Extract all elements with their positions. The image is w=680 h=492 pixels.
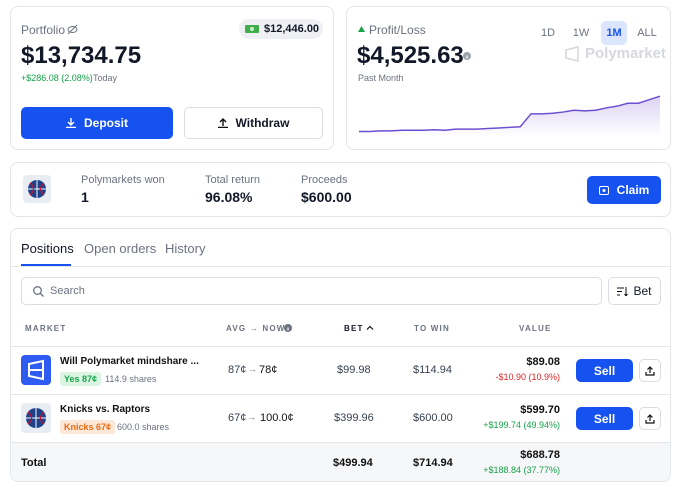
portfolio-change: +$286.08 (2.08%) xyxy=(21,73,93,83)
deposit-icon xyxy=(65,118,76,128)
cash-icon xyxy=(245,25,259,33)
profit-loss-card: Profit/Loss 1D 1W 1M ALL $4,525.63 Polymark… xyxy=(346,6,671,150)
withdraw-label: Withdraw xyxy=(235,116,290,130)
pnl: -$10.90 (10.9%) xyxy=(495,372,560,382)
pnl: +$199.74 (49.94%) xyxy=(483,420,560,430)
bet: $99.98 xyxy=(337,364,371,376)
claim-button[interactable]: Claim xyxy=(587,176,661,204)
total-pnl: +$188.84 (37.77%) xyxy=(483,465,560,475)
now-price: 78¢ xyxy=(259,364,278,376)
header-market: MARKET xyxy=(25,324,67,333)
deposit-button[interactable]: Deposit xyxy=(21,107,173,139)
value: $89.08 xyxy=(526,356,560,368)
withdraw-button[interactable]: Withdraw xyxy=(184,107,323,139)
claim-card: Polymarkets won 1 Total return 96.08% Procee… xyxy=(10,162,671,217)
sparkline-line xyxy=(359,95,661,133)
portfolio-card: Portfolio $12,446.00 $13,734.75 +$286.08… xyxy=(10,6,334,150)
avg-price: 67¢ xyxy=(228,412,247,424)
bet: $399.96 xyxy=(334,412,374,424)
market-icon xyxy=(21,355,51,385)
shares: 114.9 shares xyxy=(105,374,157,384)
sort-label: Bet xyxy=(633,284,652,298)
withdraw-icon xyxy=(217,118,228,128)
outcome-pill: Yes 87¢ xyxy=(60,372,102,386)
brand-logo xyxy=(565,46,579,62)
position-row: Knicks vs. Raptors Knicks 67¢ 600.0 shares… xyxy=(11,394,670,442)
outcome-pill: Knicks 67¢ xyxy=(60,420,116,434)
arrow: → xyxy=(248,364,257,374)
cash-pill[interactable]: $12,446.00 xyxy=(239,19,323,39)
now-price: 100.0¢ xyxy=(260,412,294,424)
range-button[interactable]: ALL xyxy=(637,27,657,39)
shares: 600.0 shares xyxy=(117,422,170,432)
sparkline xyxy=(359,95,661,137)
tab[interactable]: Positions xyxy=(21,241,74,256)
brand-name: Polymarket xyxy=(585,45,666,62)
range-button[interactable]: 1W xyxy=(572,27,590,39)
positions-card: Positions Open orders History Search Bet M… xyxy=(10,228,671,482)
stat-value: $600.00 xyxy=(301,189,352,205)
stat-label: Proceeds xyxy=(301,174,348,186)
header-bet[interactable]: BET xyxy=(344,324,364,333)
stat-value: 96.08% xyxy=(205,189,253,205)
search-icon xyxy=(33,286,44,297)
share-icon xyxy=(645,365,655,376)
share-icon xyxy=(645,413,655,424)
range-button[interactable]: 1M xyxy=(601,21,627,45)
tab-underline xyxy=(21,264,71,266)
header-info-icon[interactable] xyxy=(284,324,292,332)
portfolio-period: Today xyxy=(93,73,118,83)
header-avg-now: AVG → NOW xyxy=(226,324,286,333)
total-to-win: $714.94 xyxy=(413,457,453,469)
total-label: Total xyxy=(21,457,47,469)
sparkline-area xyxy=(359,96,660,137)
claim-label: Claim xyxy=(616,183,650,197)
position-row: Will Polymarket mindshare ... Yes 87¢ 114.… xyxy=(11,346,670,394)
search-box[interactable]: Search xyxy=(21,277,602,305)
market-title[interactable]: Knicks vs. Raptors xyxy=(60,404,151,415)
profit-loss-period: Past Month xyxy=(358,73,404,83)
sort-icon xyxy=(617,286,629,296)
share-button[interactable] xyxy=(639,359,661,382)
total-bet: $499.94 xyxy=(333,457,373,469)
share-button[interactable] xyxy=(639,407,661,430)
market-icon xyxy=(21,403,51,433)
cash-value: $12,446.00 xyxy=(264,23,320,35)
avg-price: 87¢ xyxy=(228,364,247,376)
range-button[interactable]: 1D xyxy=(540,27,556,39)
value: $599.70 xyxy=(520,404,560,416)
market-title[interactable]: Will Polymarket mindshare ... xyxy=(60,356,199,367)
tab[interactable]: Open orders xyxy=(84,241,157,256)
sell-button[interactable]: Sell xyxy=(576,359,633,382)
stat-label: Polymarkets won xyxy=(81,174,165,186)
search-placeholder: Search xyxy=(50,285,85,297)
profit-loss-label: Profit/Loss xyxy=(369,23,426,37)
sort-button[interactable]: Bet xyxy=(608,277,661,305)
header-value: VALUE xyxy=(519,324,552,333)
to-win: $114.94 xyxy=(413,364,452,376)
info-icon[interactable] xyxy=(463,52,471,60)
total-value: $688.78 xyxy=(520,449,560,461)
claim-icon xyxy=(598,185,609,195)
stat-value: 1 xyxy=(81,189,89,205)
total-row: Total $499.94 $714.94 $688.78 +$188.84 (… xyxy=(11,442,670,481)
portfolio-label: Portfolio xyxy=(21,23,66,37)
up-icon xyxy=(358,26,365,32)
market-icon xyxy=(23,175,51,203)
sell-button[interactable]: Sell xyxy=(576,407,633,430)
deposit-label: Deposit xyxy=(83,116,128,130)
tab-divider xyxy=(11,266,670,267)
profit-loss-value: $4,525.63 xyxy=(357,42,464,69)
to-win: $600.00 xyxy=(413,412,453,424)
header-to-win: TO WIN xyxy=(414,324,450,333)
arrow: → xyxy=(247,412,256,422)
sort-arrow xyxy=(366,325,374,330)
tab[interactable]: History xyxy=(165,241,206,256)
stat-label: Total return xyxy=(205,174,261,186)
portfolio-value: $13,734.75 xyxy=(21,42,142,69)
hide-icon[interactable] xyxy=(67,24,78,35)
